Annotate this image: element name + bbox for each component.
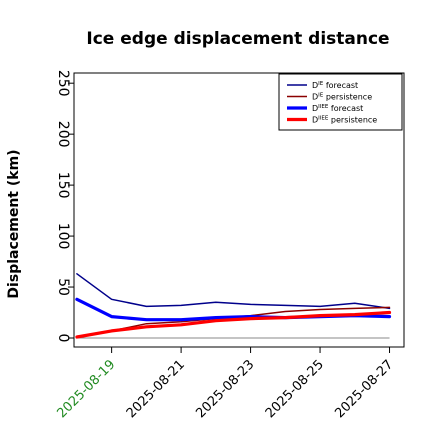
x-tick-label: 2025-08-21 <box>124 357 188 421</box>
x-tick-label: 2025-08-19 <box>54 357 118 421</box>
x-tick-label: 2025-08-27 <box>332 357 396 421</box>
x-tick-label: 2025-08-23 <box>193 357 257 421</box>
x-tick-label: 2025-08-25 <box>263 357 327 421</box>
legend-label: DIIEE persistence <box>312 116 377 125</box>
x-axis: 2025-08-19 2025-08-21 2025-08-23 2025-08-25… <box>54 347 396 421</box>
y-axis-label: Displacement (km) <box>6 149 22 298</box>
y-tick-label: 250 <box>55 70 71 97</box>
y-tick-label: 100 <box>55 223 71 250</box>
legend: DIE forecast DIE persistence DIIEE forecas… <box>278 73 403 131</box>
series-line-1 <box>76 306 391 338</box>
y-tick-label: 0 <box>55 334 71 343</box>
series-line-0 <box>76 273 391 310</box>
plot-frame <box>73 72 405 348</box>
y-tick-label: 150 <box>55 172 71 199</box>
legend-label: DIE forecast <box>312 81 358 90</box>
series-line-3 <box>75 310 392 339</box>
y-axis: 0 50 100 150 200 250 <box>55 70 74 343</box>
chart-title: Ice edge displacement distance <box>86 29 389 49</box>
y-tick-label: 200 <box>55 121 71 148</box>
series-layer <box>75 273 392 339</box>
legend-label: DIE persistence <box>312 93 372 102</box>
y-tick-label: 50 <box>55 278 71 296</box>
legend-label: DIIEE forecast <box>312 104 363 113</box>
